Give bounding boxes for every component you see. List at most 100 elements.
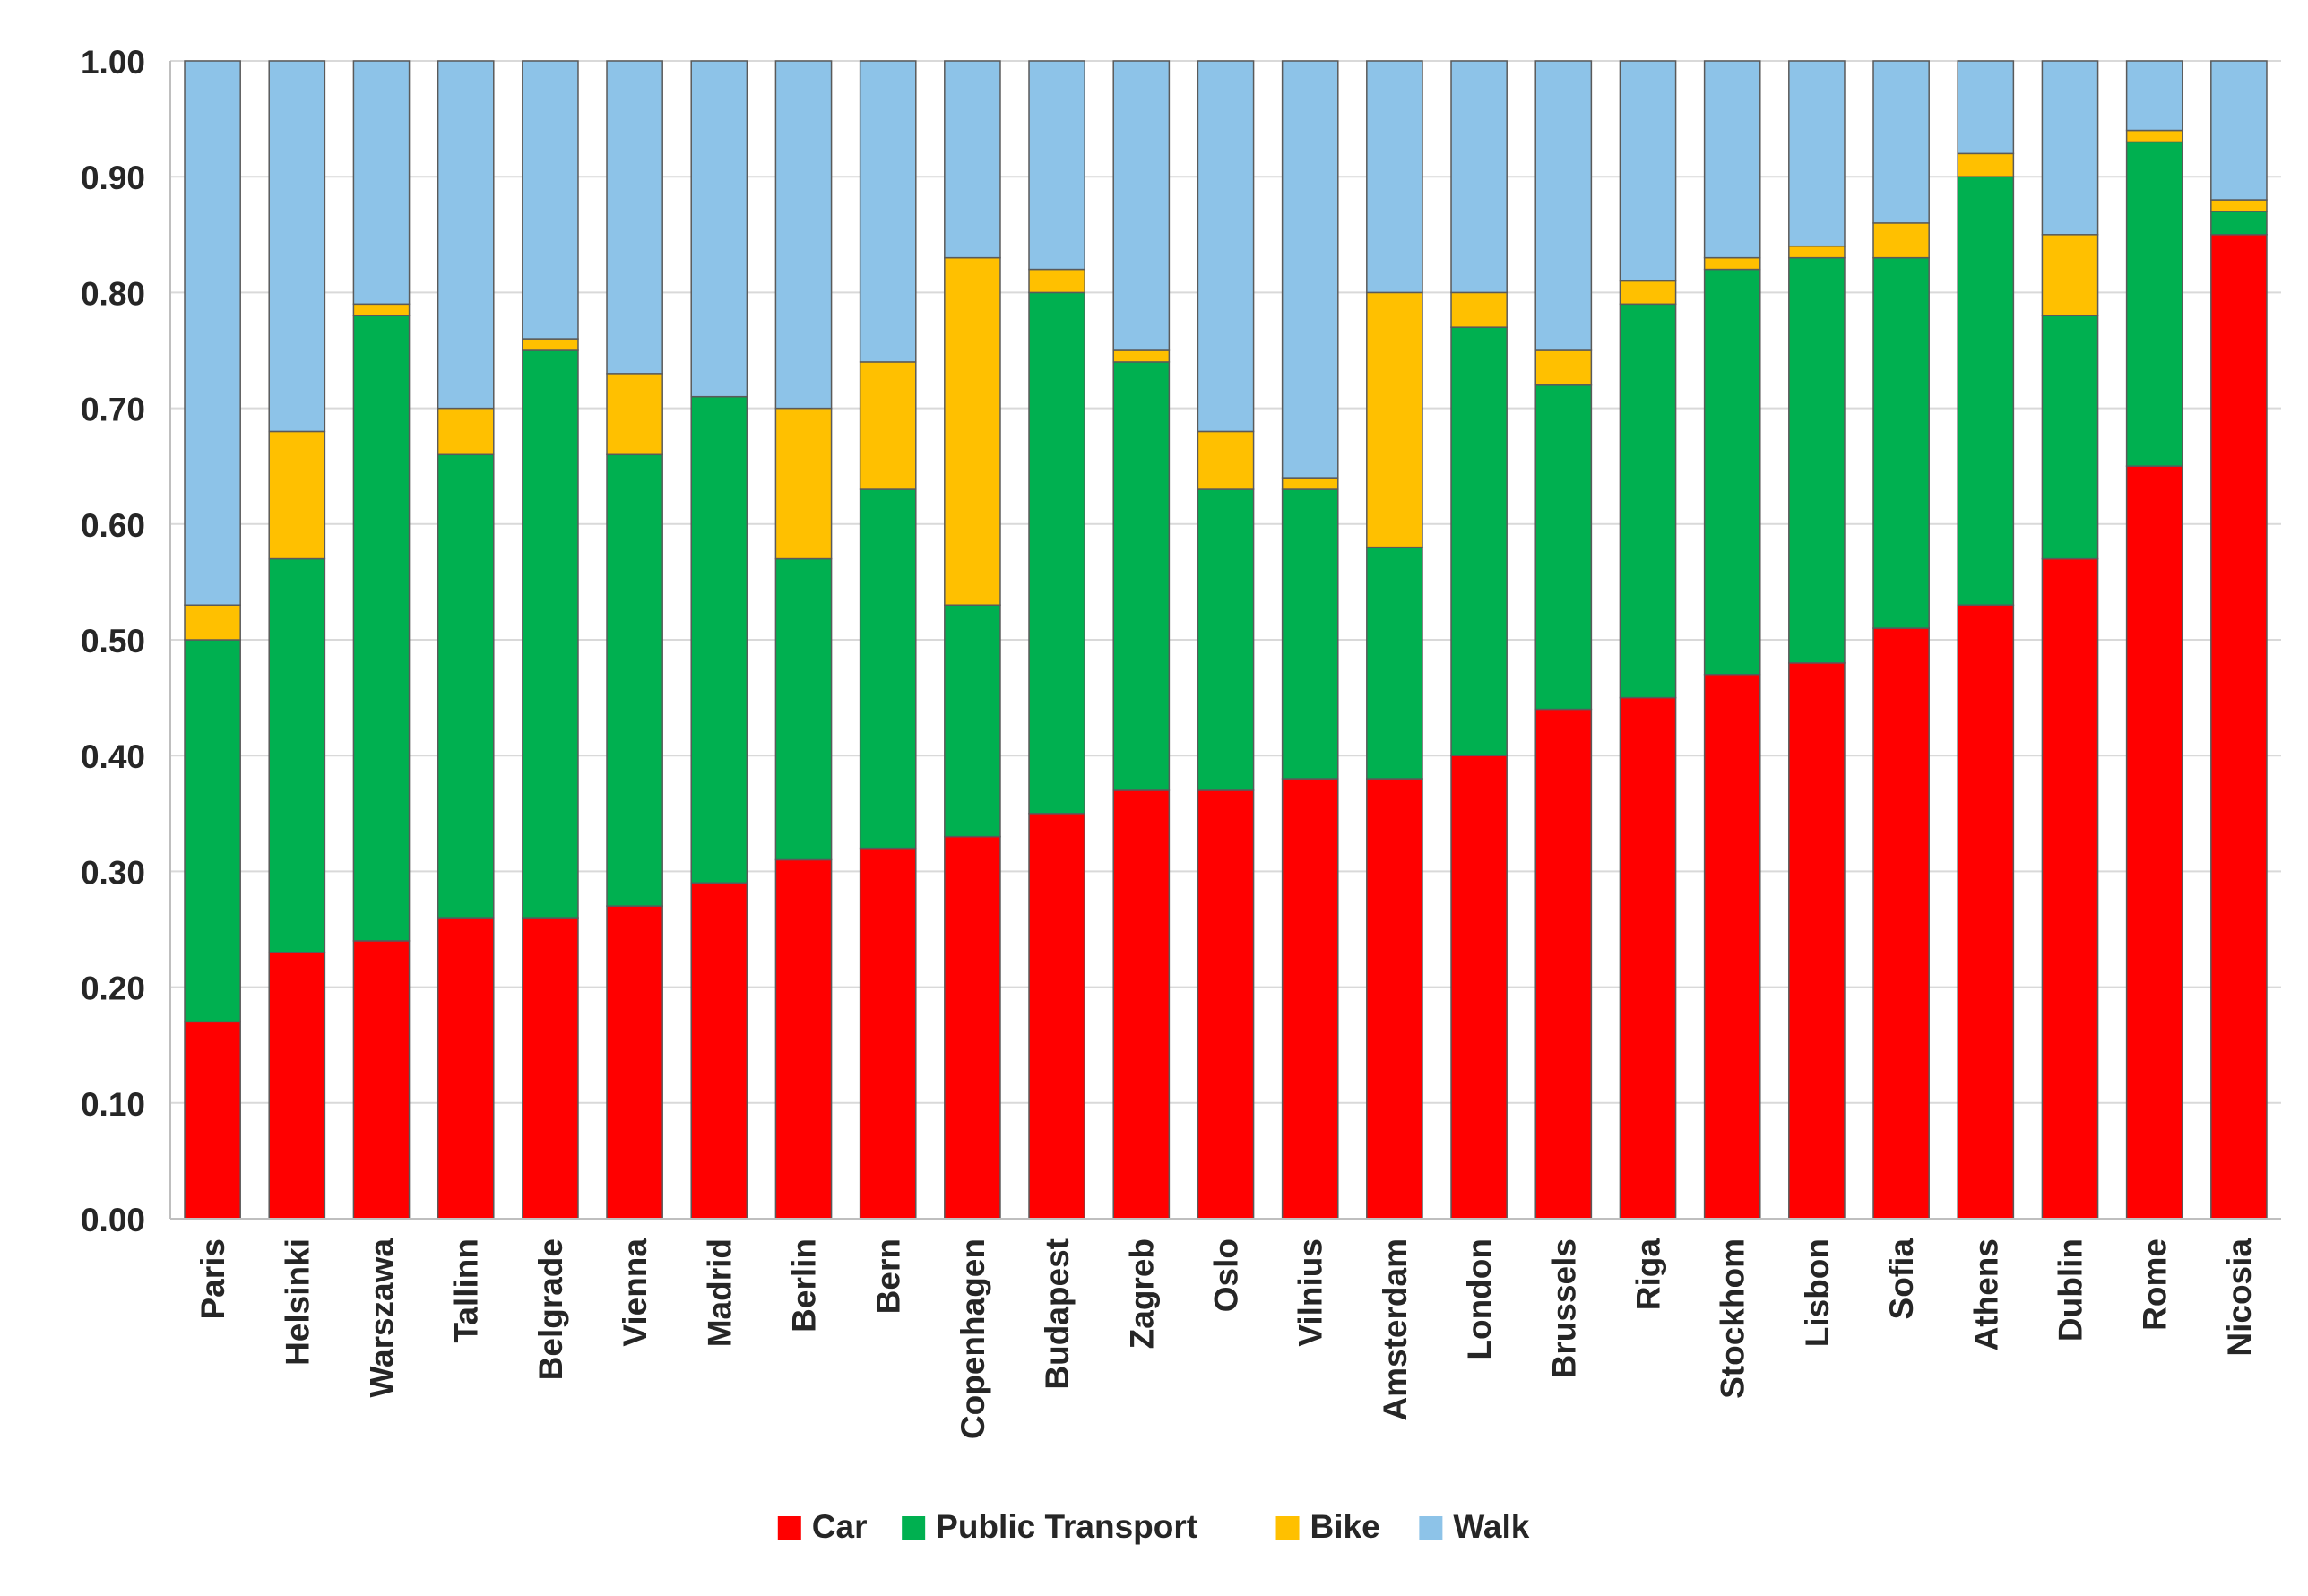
x-tick-label: Athens [1967, 1238, 2004, 1350]
legend-swatch-bike [1275, 1516, 1300, 1540]
bar-segment-car [268, 952, 326, 1220]
bar-segment-public-transport [859, 488, 917, 850]
bar-segment-car [2041, 557, 2099, 1220]
bar-segment-walk [1872, 60, 1930, 224]
legend-swatch-walk [1419, 1516, 1443, 1540]
bar-segment-car [1112, 789, 1171, 1220]
bar-segment-bike [1619, 280, 1677, 306]
bar-segment-walk [774, 60, 833, 410]
y-tick-label: 0.20 [81, 971, 145, 1007]
bar-segment-walk [1534, 60, 1593, 351]
x-tick-label: Lisbon [1799, 1238, 1836, 1347]
x-tick-label: Budapest [1039, 1238, 1076, 1390]
bar-segment-public-transport [522, 349, 579, 919]
y-tick-label: 0.60 [81, 507, 145, 544]
bar-segment-walk [2041, 60, 2099, 236]
bar-segment-walk [859, 60, 917, 363]
bar-segment-public-transport [2041, 315, 2099, 560]
bar-segment-bike [774, 407, 833, 560]
bar-segment-car [606, 905, 663, 1220]
bar-segment-public-transport [1366, 546, 1423, 780]
bar-segment-public-transport [1281, 488, 1339, 780]
x-tick-label: Madrid [701, 1238, 738, 1347]
bar-segment-walk [2125, 60, 2183, 132]
bar-segment-car [1197, 789, 1255, 1220]
x-tick-label: Vilnius [1292, 1238, 1329, 1347]
legend-swatch-car [777, 1516, 801, 1540]
x-tick-label: Bern [870, 1238, 907, 1314]
bar-segment-car [690, 882, 748, 1220]
legend-label: Car [812, 1508, 868, 1545]
bar-segment-bike [1534, 349, 1593, 386]
bar-segment-walk [184, 60, 241, 606]
x-tick-label: Tallinn [448, 1238, 485, 1342]
bar-segment-public-transport [352, 315, 411, 942]
bar-segment-walk [944, 60, 1001, 259]
x-tick-label: Stockhom [1715, 1238, 1751, 1399]
x-tick-label: Belgrade [532, 1238, 569, 1380]
bar-segment-bike [859, 361, 917, 490]
bar-segment-car [859, 847, 917, 1220]
bar-segment-public-transport [1112, 361, 1171, 791]
bar-segment-walk [606, 60, 663, 375]
x-axis-tick-labels: Paris Helsinki Warszawa Tallinn Belgrade Vien… [194, 1238, 2258, 1439]
y-tick-label: 0.50 [81, 623, 145, 660]
y-tick-label: 0.00 [81, 1202, 145, 1238]
bar-segment-walk [1788, 60, 1846, 247]
bar-segment-bike [1872, 222, 1930, 259]
bar-segment-public-transport [944, 604, 1001, 838]
bar-segment-car [184, 1021, 241, 1220]
y-tick-label: 1.00 [81, 44, 145, 81]
bar-segment-public-transport [1872, 256, 1930, 629]
x-tick-label: Berlin [786, 1238, 823, 1333]
bar-segment-car [1534, 708, 1593, 1220]
bar-segment-public-transport [1619, 303, 1677, 699]
bar-segment-bike [1197, 430, 1255, 490]
bar-segment-car [774, 858, 833, 1220]
bar-segment-car [1281, 778, 1339, 1220]
legend-label: Walk [1453, 1508, 1529, 1545]
bar-segment-public-transport [268, 557, 326, 953]
bar-segment-bike [2210, 199, 2268, 212]
bar-segment-public-transport [1197, 488, 1255, 791]
bar-segment-car [1788, 662, 1846, 1220]
bar-segment-public-transport [2210, 211, 2268, 236]
x-tick-label: Rome [2137, 1238, 2174, 1331]
x-tick-label: Nicosia [2221, 1238, 2258, 1357]
bar-segment-walk [1281, 60, 1339, 479]
bar-segment-walk [1450, 60, 1508, 294]
bar-segment-car [522, 917, 579, 1220]
bar-segment-walk [352, 60, 411, 306]
bar-segment-walk [2210, 60, 2268, 201]
bar-segment-walk [1957, 60, 2015, 155]
bar-segment-public-transport [606, 453, 663, 907]
bar-segment-walk [1619, 60, 1677, 282]
bar-segment-public-transport [1957, 176, 2015, 606]
bar-segment-public-transport [1534, 384, 1593, 711]
legend-label: Public Transport [936, 1508, 1197, 1545]
legend-swatch-public-transport [902, 1516, 926, 1540]
x-tick-label: Paris [194, 1238, 231, 1320]
bar-segment-walk [1028, 60, 1085, 271]
bar-segment-car [1028, 813, 1085, 1220]
bar-segment-bike [437, 407, 495, 456]
bar-segment-bike [184, 604, 241, 641]
bar-segment-public-transport [2125, 141, 2183, 467]
bar-segment-walk [1366, 60, 1423, 294]
bar-segment-car [1703, 674, 1761, 1220]
bar-segment-bike [1703, 256, 1761, 271]
bar-segment-public-transport [1703, 268, 1761, 676]
y-tick-label: 0.90 [81, 160, 145, 196]
bar-segment-car [1450, 755, 1508, 1220]
bar-segment-car [1872, 627, 1930, 1220]
x-tick-label: Warszawa [364, 1238, 401, 1398]
bar-segment-car [2125, 465, 2183, 1220]
bar-segment-walk [437, 60, 495, 410]
bar-segment-public-transport [1788, 256, 1846, 664]
x-tick-label: Riga [1630, 1238, 1667, 1311]
bar-segment-walk [1112, 60, 1171, 351]
y-axis-tick-labels: 0.00 0.10 0.20 0.30 0.40 0.50 0.60 0.70 0.80 0.90… [81, 44, 145, 1238]
legend-label: Bike [1310, 1508, 1380, 1545]
y-tick-label: 0.10 [81, 1086, 145, 1123]
